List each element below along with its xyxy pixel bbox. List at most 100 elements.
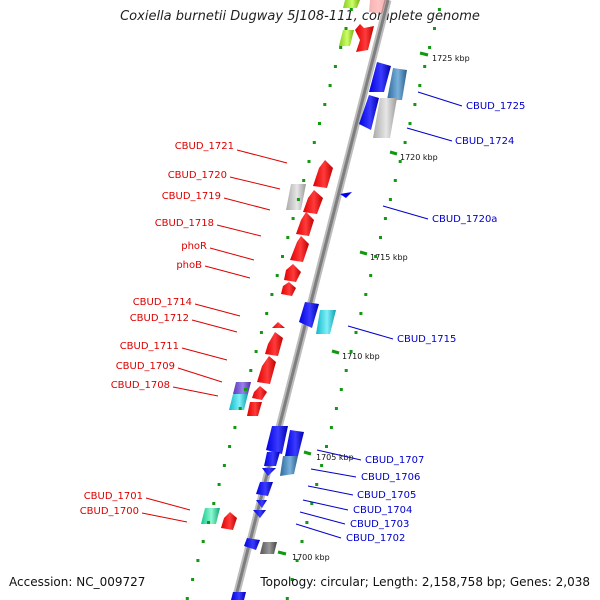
- gene-label-cbud-1724: CBUD_1724: [455, 136, 514, 147]
- gene-block: [316, 310, 336, 334]
- gc-dot: [312, 141, 316, 144]
- gene-label-cbud-1708: CBUD_1708: [111, 380, 170, 391]
- gene-block: [296, 212, 314, 236]
- gene-block: [229, 394, 248, 410]
- gc-dot: [307, 160, 311, 163]
- gene-label-cbud-1705: CBUD_1705: [357, 490, 416, 501]
- gene-block: [264, 452, 280, 466]
- gene-label-cbud-1720a: CBUD_1720a: [432, 214, 497, 225]
- gc-dot: [413, 103, 417, 106]
- gc-dot: [428, 46, 432, 49]
- gc-dot: [295, 559, 299, 562]
- gc-dot: [238, 407, 242, 410]
- scale-tick: 1720 kbp: [389, 150, 438, 162]
- gene-label-cbud-1701: CBUD_1701: [84, 491, 143, 502]
- gc-dot: [275, 274, 279, 277]
- gc-dot: [418, 84, 422, 87]
- gc-dot: [270, 293, 274, 296]
- gc-dot: [398, 160, 402, 163]
- gc-dot: [383, 217, 387, 220]
- gene-block: [359, 95, 379, 130]
- gc-dot: [254, 350, 258, 353]
- gc-dot: [233, 426, 237, 429]
- gene-block: [340, 192, 352, 198]
- gc-dot: [328, 84, 332, 87]
- map-title: Coxiella burnetii Dugway 5J108-111, comp…: [120, 9, 480, 24]
- gene-blocks: [201, 0, 407, 600]
- right-gene-labels: CBUD_1725 CBUD_1724 CBUD_1720a CBUD_1715…: [295, 91, 525, 544]
- gene-label-cbud-1714: CBUD_1714: [133, 297, 192, 308]
- gene-block: [355, 24, 374, 52]
- gc-dot: [344, 369, 348, 372]
- gc-dot: [333, 65, 337, 68]
- gene-label-cbud-1718: CBUD_1718: [155, 218, 214, 229]
- gc-dot: [325, 445, 328, 448]
- gc-dot: [323, 103, 327, 106]
- gene-block: [253, 510, 266, 518]
- gc-dot: [437, 8, 441, 11]
- gc-dot: [244, 388, 247, 391]
- gene-block: [257, 356, 276, 384]
- gc-dot: [354, 331, 358, 334]
- gene-block: [387, 68, 407, 100]
- gene-label-cbud-1712: CBUD_1712: [130, 313, 189, 324]
- gc-dot: [388, 198, 392, 201]
- gc-dot: [185, 597, 189, 600]
- topology-label: Topology: circular; Length: 2,158,758 bp…: [260, 575, 590, 589]
- gene-label-cbud-1702: CBUD_1702: [346, 533, 405, 544]
- gene-block: [260, 542, 277, 554]
- gene-label-cbud-1709: CBUD_1709: [116, 361, 175, 372]
- gene-block: [303, 190, 323, 214]
- gene-block: [343, 0, 360, 8]
- gc-dot: [285, 597, 289, 600]
- scale-tick: 1705 kbp: [303, 450, 354, 462]
- gene-block: [221, 512, 237, 530]
- gene-label-phor: phoR: [181, 241, 207, 252]
- gc-dot: [302, 179, 306, 182]
- gene-label-cbud-1721: CBUD_1721: [175, 141, 234, 152]
- gc-dot: [349, 350, 353, 353]
- gc-dot: [364, 293, 368, 296]
- gc-dot: [305, 521, 309, 524]
- accession-label: Accession: NC_009727: [9, 575, 146, 589]
- gc-dot: [286, 236, 290, 239]
- scale-tick: 1715 kbp: [359, 250, 408, 262]
- tick-label-1725: 1725 kbp: [432, 54, 470, 63]
- gc-dot: [403, 141, 407, 144]
- gc-dot: [207, 521, 210, 524]
- gc-dot: [191, 578, 195, 581]
- gene-block: [313, 160, 333, 188]
- gene-block: [231, 592, 246, 600]
- gene-block: [280, 456, 298, 476]
- gc-dot: [393, 179, 397, 182]
- gene-block: [339, 30, 354, 46]
- gene-label-cbud-1715: CBUD_1715: [397, 334, 456, 345]
- gc-dot: [344, 27, 348, 30]
- gc-dot: [359, 312, 363, 315]
- gene-block: [285, 430, 304, 456]
- gc-dot: [339, 46, 343, 49]
- gene-label-cbud-1720: CBUD_1720: [168, 170, 227, 181]
- gc-dot: [315, 483, 319, 486]
- gene-block: [281, 282, 296, 296]
- gene-block: [262, 468, 276, 476]
- left-gene-labels: CBUD_1721 CBUD_1720 CBUD_1719 CBUD_1718 …: [80, 141, 288, 523]
- gene-block: [369, 0, 386, 14]
- gene-block: [369, 62, 391, 92]
- gene-block: [286, 184, 306, 210]
- gene-block: [373, 98, 397, 138]
- gc-dot: [291, 217, 295, 220]
- gc-dot: [369, 274, 373, 277]
- gene-block: [252, 386, 267, 400]
- gc-dot: [249, 369, 253, 372]
- gc-dot: [196, 559, 200, 562]
- gene-block: [299, 302, 319, 328]
- gc-dot: [339, 388, 343, 391]
- gc-dot: [281, 255, 284, 258]
- gene-label-cbud-1706: CBUD_1706: [361, 472, 420, 483]
- gc-dot: [310, 502, 314, 505]
- scale-tick: 1710 kbp: [331, 349, 380, 361]
- gc-dot: [318, 122, 321, 125]
- gc-dot: [334, 407, 338, 410]
